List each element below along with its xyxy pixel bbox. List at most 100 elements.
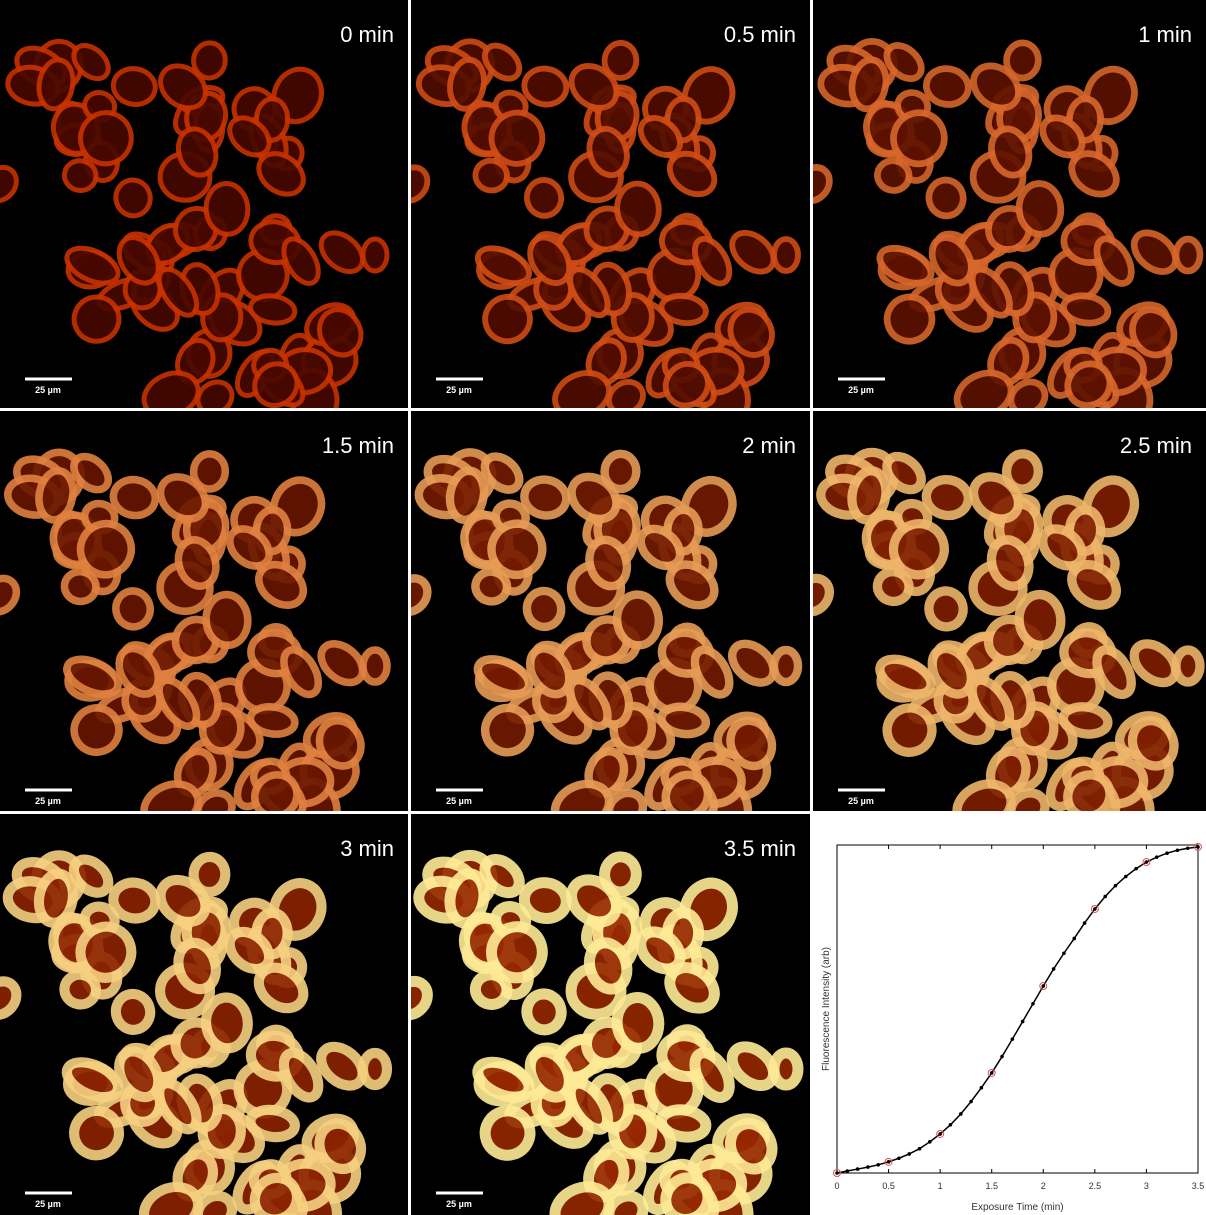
- cell: [112, 587, 154, 631]
- data-point: [989, 1071, 994, 1075]
- scale-bar-label: 25 µm: [35, 796, 61, 806]
- cell: [192, 1190, 238, 1215]
- cell: [315, 716, 365, 770]
- cell: [953, 369, 1015, 408]
- chart-background: [813, 814, 1206, 1215]
- y-axis-label: Fluorescence Intensity (arb): [821, 947, 832, 1071]
- cell: [872, 567, 914, 607]
- cell: [75, 921, 137, 983]
- micrograph-panel: 3 min 25 µm: [0, 814, 408, 1215]
- cell: [317, 640, 367, 687]
- cell: [488, 109, 546, 167]
- cell: [35, 466, 77, 524]
- cell: [256, 151, 306, 197]
- cell: [245, 1104, 300, 1143]
- time-label: 3 min: [340, 836, 394, 861]
- cell: [250, 771, 301, 811]
- cell: [769, 645, 803, 687]
- cell: [1064, 360, 1114, 408]
- cell: [771, 236, 801, 274]
- cell: [925, 176, 967, 220]
- cell: [359, 646, 391, 686]
- cell: [586, 125, 630, 179]
- cell: [480, 703, 535, 757]
- data-point: [979, 1085, 984, 1090]
- cell: [665, 560, 719, 610]
- cell: [1172, 235, 1204, 275]
- cell: [411, 975, 433, 1021]
- cell: [1067, 560, 1121, 610]
- highlight-point: [833, 1169, 841, 1177]
- cell: [657, 702, 711, 739]
- data-point: [1072, 936, 1077, 941]
- time-label: 1.5 min: [322, 433, 394, 458]
- cell: [637, 114, 684, 158]
- cell: [154, 1078, 202, 1135]
- data-point: [917, 1146, 922, 1151]
- cell: [472, 157, 510, 194]
- cell: [469, 969, 513, 1010]
- scale-bar-label: 25 µm: [35, 1199, 61, 1209]
- cell: [203, 181, 251, 237]
- cell: [727, 306, 775, 358]
- cell: [875, 654, 936, 699]
- cell: [690, 645, 734, 699]
- cell: [565, 675, 612, 731]
- data-point: [1196, 845, 1200, 849]
- cell: [444, 868, 490, 929]
- cell: [666, 150, 718, 198]
- x-tick-label: 1: [938, 1181, 943, 1191]
- cell: [521, 65, 570, 108]
- cell: [636, 524, 685, 571]
- cell: [110, 988, 156, 1035]
- cell: [689, 1047, 735, 1103]
- cell: [986, 535, 1034, 591]
- data-point: [969, 1099, 973, 1104]
- cell: [71, 43, 111, 82]
- cell: [69, 1105, 125, 1161]
- data-point: [866, 1165, 870, 1169]
- cell: [140, 780, 202, 811]
- cell: [882, 703, 937, 757]
- highlight-point: [987, 1068, 996, 1077]
- cell: [655, 1104, 712, 1143]
- data-point: [1134, 866, 1138, 871]
- cell: [874, 157, 913, 194]
- cell: [599, 851, 642, 898]
- data-point: [1093, 907, 1097, 911]
- cell: [61, 158, 99, 193]
- data-point: [1165, 851, 1169, 855]
- cell: [552, 370, 612, 408]
- micrograph-panel: 2 min 25 µm: [411, 411, 810, 811]
- cell: [33, 868, 79, 928]
- cell: [600, 449, 641, 494]
- cell: [1014, 589, 1066, 650]
- data-point: [1020, 1019, 1025, 1024]
- x-axis-label: Exposure Time (min): [971, 1202, 1063, 1213]
- cell: [36, 57, 76, 112]
- scale-bar-label: 25 µm: [848, 796, 874, 806]
- cell: [487, 519, 547, 580]
- data-point: [1113, 883, 1118, 888]
- highlight-point: [1039, 982, 1048, 991]
- cell: [411, 574, 432, 617]
- cell: [525, 644, 574, 699]
- cell: [253, 962, 309, 1014]
- data-point: [1062, 951, 1066, 956]
- cell: [78, 110, 134, 167]
- data-point: [1144, 860, 1149, 864]
- cell: [585, 535, 632, 591]
- highlight-point: [1142, 858, 1151, 867]
- cell: [847, 466, 891, 525]
- cell: [518, 877, 572, 924]
- cell: [115, 644, 163, 698]
- data-point: [1082, 921, 1087, 925]
- cell: [521, 988, 567, 1036]
- cell: [473, 655, 534, 699]
- cell: [109, 475, 160, 520]
- cell: [520, 475, 571, 520]
- cell: [635, 926, 686, 975]
- data-point: [1031, 1001, 1035, 1006]
- cell: [567, 266, 611, 319]
- cell: [726, 716, 777, 771]
